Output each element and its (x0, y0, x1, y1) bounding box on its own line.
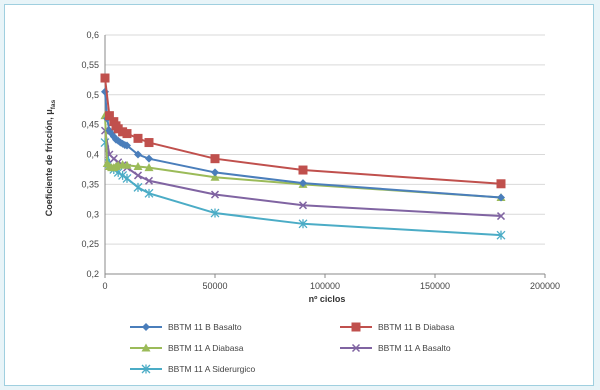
y-tick-label: 0,55 (81, 60, 99, 70)
legend-entry: BBTM 11 B Diabasa (340, 322, 455, 332)
legend-label: BBTM 11 B Basalto (168, 322, 242, 332)
data-point (144, 163, 154, 172)
data-point (144, 138, 154, 148)
x-tick-label: 0 (102, 281, 107, 291)
y-axis-title-sub: fas (50, 99, 57, 109)
y-tick-label: 0,3 (86, 209, 99, 219)
series-group (100, 73, 506, 240)
x-tick-label: 150000 (420, 281, 450, 291)
data-point (123, 141, 131, 150)
chart-frame (4, 4, 594, 386)
data-point (351, 343, 361, 353)
y-tick-label: 0,6 (86, 30, 99, 40)
legend-entry: BBTM 11 A Basalto (340, 343, 451, 353)
legend-entry: BBTM 11 A Siderurgico (130, 364, 256, 374)
legend: BBTM 11 B Basalto BBTM 11 B Diabasa BBTM 1… (130, 322, 455, 374)
legend-label: BBTM 11 A Basalto (378, 343, 451, 353)
legend-label: BBTM 11 A Siderurgico (168, 364, 256, 374)
data-point (144, 188, 154, 198)
data-point (134, 150, 142, 159)
y-tick-label: 0,35 (81, 179, 99, 189)
y-axis-title: Coeficiente de fricción, μfas (44, 99, 57, 216)
data-point (133, 133, 143, 143)
legend-entry: BBTM 11 A Diabasa (130, 343, 244, 353)
x-tick-label: 200000 (530, 281, 560, 291)
data-point (299, 179, 307, 188)
series-2 (100, 111, 506, 202)
data-point (210, 208, 220, 218)
data-point (496, 212, 506, 221)
data-point (141, 364, 151, 374)
tick-labels: 0,2 0,25 0,3 0,35 0,4 0,45 0,5 0,55 0,6 0 50000 100… (81, 30, 560, 291)
grid-lines (105, 34, 545, 275)
data-point (142, 323, 150, 331)
data-point (104, 111, 114, 121)
data-point (210, 154, 220, 164)
data-point (211, 168, 219, 177)
y-tick-label: 0,4 (86, 150, 99, 160)
y-tick-label: 0,25 (81, 239, 99, 249)
data-point (496, 179, 506, 189)
series-4 (100, 138, 506, 240)
axes (104, 35, 546, 278)
legend-entry: BBTM 11 B Basalto (130, 322, 242, 332)
data-point (118, 170, 128, 180)
y-tick-label: 0,5 (86, 90, 99, 100)
series-0 (101, 87, 505, 202)
x-tick-label: 50000 (202, 281, 227, 291)
data-point (100, 73, 110, 83)
data-point (210, 172, 220, 181)
data-point (133, 171, 143, 180)
data-point (298, 201, 308, 210)
legend-label: BBTM 11 B Diabasa (378, 322, 455, 332)
data-point (351, 322, 361, 332)
data-point (298, 219, 308, 229)
data-point (210, 190, 220, 199)
data-point (141, 343, 151, 352)
y-tick-label: 0,2 (86, 269, 99, 279)
data-point (144, 176, 154, 185)
data-point (122, 173, 132, 183)
data-point (496, 230, 506, 240)
data-point (145, 154, 153, 163)
data-point (133, 161, 143, 170)
y-axis-title-main: Coeficiente de fricción, μ (44, 109, 54, 216)
x-axis-title: nº ciclos (309, 294, 346, 304)
y-tick-label: 0,45 (81, 120, 99, 130)
data-point (133, 182, 143, 192)
data-point (122, 129, 132, 139)
legend-label: BBTM 11 A Diabasa (168, 343, 244, 353)
data-point (298, 165, 308, 175)
series-1 (100, 73, 506, 189)
data-point (497, 193, 505, 202)
data-point (122, 160, 132, 169)
x-tick-label: 100000 (310, 281, 340, 291)
